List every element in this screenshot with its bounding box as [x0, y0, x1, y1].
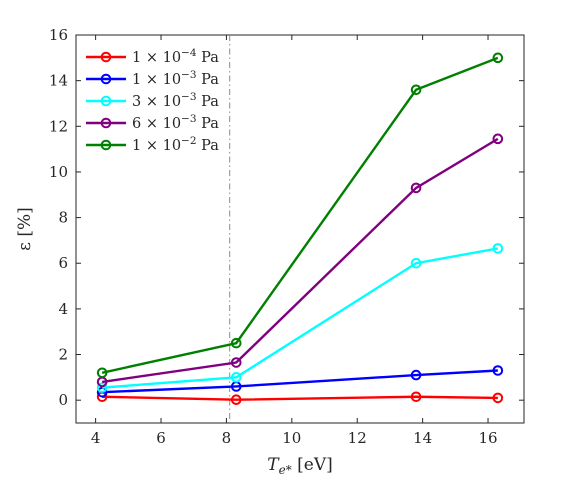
x-tick-label: 10 [282, 429, 301, 447]
data-point [492, 243, 504, 254]
y-tick-label: 8 [58, 209, 68, 227]
data-point [492, 133, 504, 145]
legend-label: 1 × 10−3 Pa [132, 69, 219, 88]
data-point [492, 365, 504, 376]
series-line-4 [101, 56, 499, 374]
data-point [96, 382, 108, 393]
y-tick-label: 6 [58, 254, 68, 272]
data-point [96, 386, 108, 398]
y-tick-label: 4 [58, 300, 68, 318]
legend-marker [100, 117, 112, 129]
legend-marker [100, 139, 112, 151]
x-tick-label: 6 [156, 429, 166, 447]
y-tick-label: 12 [49, 117, 68, 135]
y-tick-label: 0 [58, 391, 68, 409]
legend-marker [100, 51, 112, 63]
series-line-3 [101, 137, 499, 384]
plot-frame [75, 34, 525, 424]
legend-label: 1 × 10−2 Pa [132, 135, 219, 154]
y-tick-label: 2 [58, 346, 68, 364]
data-point [230, 394, 242, 406]
legend-marker [100, 95, 112, 107]
data-point [96, 367, 108, 379]
y-tick-label: 16 [49, 26, 68, 44]
y-tick-label: 14 [49, 72, 68, 90]
data-point [230, 357, 242, 368]
series-lines [96, 52, 504, 406]
x-tick-label: 8 [222, 429, 232, 447]
data-point [410, 391, 422, 403]
legend-marker [100, 73, 112, 85]
data-point [410, 369, 422, 381]
data-point [230, 372, 242, 383]
legend: 1 × 10−4 Pa 1 × 10−3 Pa 3 × 10−3 Pa 6 × 10−… [86, 47, 219, 154]
series-line-0 [102, 395, 498, 401]
y-tick-label: 10 [49, 163, 68, 181]
data-point [230, 337, 242, 349]
legend-label: 3 × 10−3 Pa [132, 91, 219, 110]
x-tick-label: 14 [413, 429, 432, 447]
x-tick-label: 12 [348, 429, 367, 447]
x-axis-title: Te* [eV] [267, 455, 332, 477]
y-axis-title: ε [%] [15, 207, 35, 251]
data-point [492, 392, 504, 404]
data-point [410, 182, 422, 194]
series-line-1 [102, 369, 498, 394]
x-tick-label: 4 [91, 429, 101, 447]
data-point [410, 84, 422, 96]
data-point [492, 52, 504, 64]
x-tick-label: 16 [478, 429, 497, 447]
data-point [410, 257, 422, 269]
axes: 4 6 8 10 12 14 16 0 2 4 6 8 10 12 14 16 [49, 26, 525, 447]
legend-label: 1 × 10−4 Pa [132, 47, 219, 66]
legend-label: 6 × 10−3 Pa [132, 113, 219, 132]
series-line-2 [102, 247, 499, 389]
